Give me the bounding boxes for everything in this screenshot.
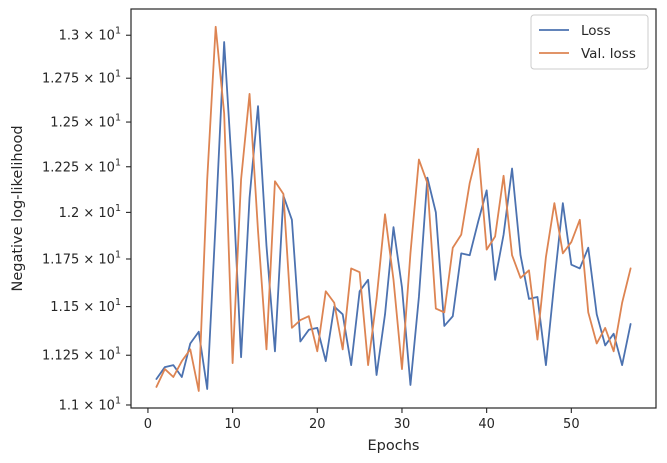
x-tick-label: 40: [478, 417, 495, 432]
legend: Loss Val. loss: [530, 14, 649, 70]
y-tick-label: 1.1 × 101: [59, 395, 121, 413]
y-tick-label: 1.25 × 101: [50, 113, 121, 131]
legend-label-loss: Loss: [581, 23, 611, 39]
y-axis: 1.1 × 101 1.125 × 101 1.15 × 101 1.175 × 10…: [42, 26, 131, 413]
y-tick-label: 1.175 × 101: [42, 249, 121, 267]
series-line-val-loss: [155, 25, 632, 392]
x-tick-label: 10: [224, 417, 241, 432]
y-tick-label: 1.15 × 101: [50, 297, 121, 315]
y-tick-label: 1.275 × 101: [42, 69, 121, 87]
x-axis-label: Epochs: [368, 438, 420, 454]
legend-box: [530, 14, 649, 70]
x-tick-label: 20: [309, 417, 326, 432]
y-axis-label: Negative log-likelihood: [10, 125, 26, 291]
series-layer: [155, 25, 632, 392]
x-tick-label: 30: [394, 417, 411, 432]
x-tick-label: 0: [144, 417, 152, 432]
series-line-loss: [155, 41, 632, 390]
y-tick-label: 1.3 × 101: [59, 26, 121, 44]
y-tick-label: 1.2 × 101: [59, 203, 121, 221]
y-tick-label: 1.125 × 101: [42, 346, 121, 364]
y-tick-label: 1.225 × 101: [42, 157, 121, 175]
x-axis: 0 10 20 30 40 50: [144, 408, 580, 432]
x-tick-label: 50: [563, 417, 580, 432]
plot-frame: [130, 8, 657, 409]
legend-label-val-loss: Val. loss: [581, 46, 636, 62]
